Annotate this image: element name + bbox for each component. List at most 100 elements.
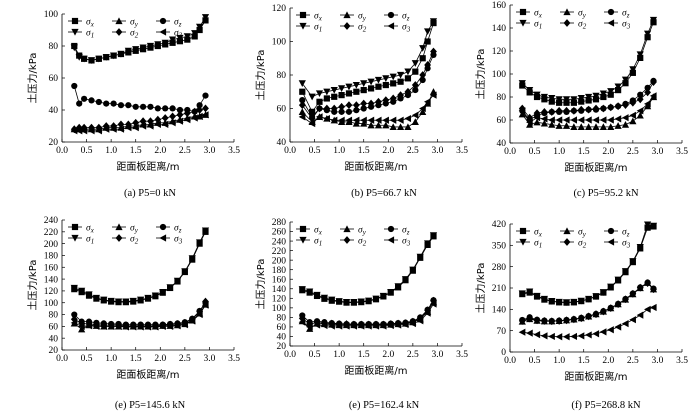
data-point bbox=[71, 311, 78, 318]
data-point bbox=[607, 304, 615, 313]
data-point bbox=[299, 88, 306, 95]
data-point bbox=[644, 88, 651, 97]
data-point bbox=[306, 323, 313, 331]
data-point bbox=[360, 116, 367, 124]
data-point bbox=[76, 100, 83, 107]
series-6 bbox=[518, 303, 657, 341]
legend: σx σy σz σ1 σ2 σ3 bbox=[68, 223, 183, 245]
legend-label: σ2 bbox=[130, 28, 139, 39]
data-point bbox=[533, 114, 541, 122]
data-point bbox=[335, 322, 343, 330]
data-point bbox=[70, 319, 78, 327]
data-point bbox=[352, 81, 360, 89]
data-point bbox=[88, 97, 95, 104]
data-point bbox=[315, 90, 324, 98]
data-point bbox=[629, 258, 637, 265]
x-tick-label: 2.5 bbox=[407, 146, 419, 156]
data-point bbox=[411, 81, 419, 89]
data-point bbox=[526, 121, 534, 128]
y-tick-label: 240 bbox=[44, 216, 59, 226]
series-line bbox=[522, 22, 654, 104]
data-point bbox=[313, 318, 321, 327]
data-point bbox=[129, 323, 137, 331]
data-point bbox=[416, 253, 424, 261]
data-point bbox=[169, 105, 176, 112]
x-tick-label: 2.0 bbox=[154, 354, 166, 364]
panel-caption: (e) P5=145.6 kN bbox=[115, 400, 186, 411]
data-point bbox=[389, 123, 397, 131]
y-tick-label: 60 bbox=[277, 105, 287, 115]
legend-marker bbox=[519, 19, 527, 27]
legend-marker bbox=[519, 238, 527, 246]
data-point bbox=[338, 92, 345, 99]
x-tick-label: 0.0 bbox=[504, 356, 516, 366]
data-point bbox=[404, 87, 412, 96]
data-point bbox=[360, 86, 367, 94]
data-point bbox=[147, 103, 154, 110]
legend-label: σ2 bbox=[358, 22, 367, 33]
data-point bbox=[419, 55, 426, 62]
data-point bbox=[585, 331, 592, 339]
panel-caption: (c) P5=95.2 kN bbox=[573, 188, 639, 199]
data-point bbox=[147, 117, 154, 126]
data-point bbox=[154, 105, 161, 112]
x-tick-label: 0.0 bbox=[56, 354, 68, 364]
data-point bbox=[367, 116, 375, 124]
data-point bbox=[424, 98, 431, 106]
data-point bbox=[518, 80, 526, 87]
legend-label: σ3 bbox=[402, 236, 411, 247]
data-point bbox=[607, 283, 615, 291]
data-point bbox=[629, 316, 636, 324]
data-point bbox=[585, 123, 593, 130]
x-tick-label: 2.0 bbox=[382, 350, 394, 360]
data-point bbox=[146, 42, 155, 50]
data-point bbox=[577, 314, 585, 323]
data-point bbox=[323, 88, 331, 96]
x-tick-label: 2.0 bbox=[382, 146, 394, 156]
data-point bbox=[154, 120, 161, 128]
data-point bbox=[320, 294, 328, 302]
data-point bbox=[416, 314, 424, 323]
x-tick-label: 1.5 bbox=[358, 350, 370, 360]
data-point bbox=[338, 116, 345, 124]
data-point bbox=[577, 332, 585, 340]
data-point bbox=[382, 81, 389, 89]
data-point bbox=[360, 80, 368, 87]
data-point bbox=[330, 116, 338, 124]
data-point bbox=[577, 116, 585, 124]
data-point bbox=[181, 268, 189, 276]
y-tick-label: 60 bbox=[49, 323, 59, 333]
data-point bbox=[644, 305, 651, 313]
data-point bbox=[599, 90, 607, 98]
data-point bbox=[548, 298, 556, 305]
y-tick-label: 80 bbox=[49, 311, 59, 321]
data-point bbox=[117, 102, 125, 109]
y-tick-label: 180 bbox=[44, 252, 59, 262]
legend-marker bbox=[299, 236, 307, 244]
data-point bbox=[328, 319, 336, 328]
data-point bbox=[95, 98, 102, 106]
data-point bbox=[644, 100, 651, 108]
data-point bbox=[80, 55, 88, 63]
legend-marker bbox=[159, 234, 167, 242]
legend-marker bbox=[115, 28, 123, 36]
x-tick-label: 1.5 bbox=[578, 356, 590, 366]
data-point bbox=[555, 106, 563, 115]
x-tick-label: 0.5 bbox=[529, 147, 541, 157]
y-tick-label: 420 bbox=[492, 220, 507, 230]
x-tick-label: 1.5 bbox=[358, 146, 370, 156]
panel-caption: (a) P5=0 kN bbox=[124, 188, 176, 199]
data-point bbox=[629, 289, 637, 298]
data-point bbox=[114, 298, 123, 306]
data-point bbox=[298, 286, 306, 293]
y-tick-label: 160 bbox=[492, 1, 507, 11]
legend-label: σz bbox=[402, 225, 410, 236]
data-point bbox=[70, 127, 78, 135]
data-point bbox=[196, 310, 203, 319]
data-point bbox=[132, 124, 139, 132]
data-point bbox=[424, 240, 432, 248]
data-point bbox=[419, 45, 427, 52]
x-tick-label: 0.0 bbox=[284, 146, 296, 156]
legend-label: σx bbox=[86, 17, 95, 28]
legend-marker bbox=[387, 225, 395, 233]
